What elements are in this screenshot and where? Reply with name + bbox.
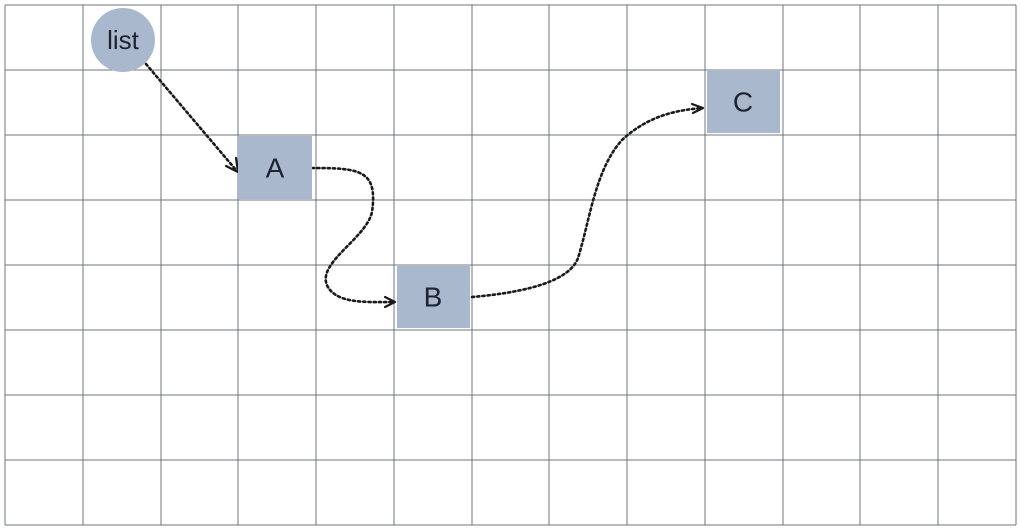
pointer-a-to-b — [310, 166, 396, 304]
arrowhead-b-to-c — [690, 102, 705, 115]
list-head-circle — [91, 8, 155, 72]
node-c-label: C — [733, 87, 753, 118]
node-b: B — [397, 266, 470, 328]
node-b-label: B — [424, 282, 443, 313]
background-grid — [4, 4, 1017, 526]
arrowhead-a-to-b — [383, 295, 397, 309]
node-a: A — [238, 136, 312, 199]
node-c: C — [707, 71, 780, 133]
list-head-node: list — [91, 8, 155, 72]
pointer-b-to-c — [470, 106, 704, 299]
node-a-label: A — [266, 153, 285, 184]
list-head-label: list — [107, 25, 140, 55]
node-c-box — [707, 71, 780, 133]
node-b-box — [397, 266, 470, 328]
pointer-list-to-a — [144, 62, 238, 172]
node-a-box — [238, 136, 312, 199]
